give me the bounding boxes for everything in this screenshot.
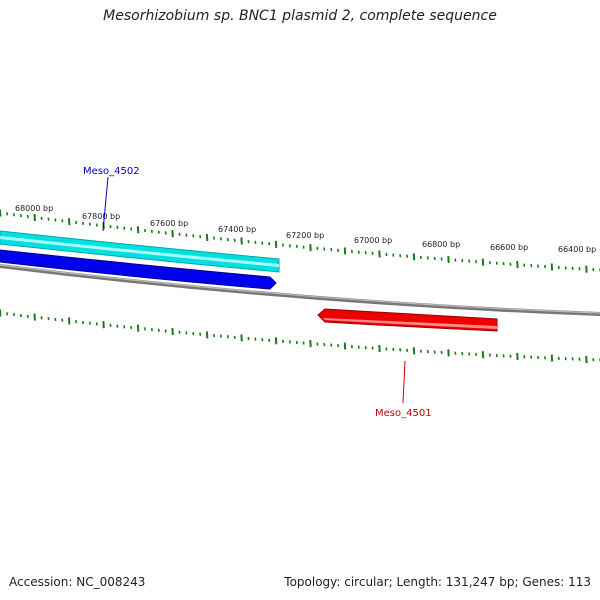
gene-meso-4501[interactable] (317, 308, 498, 332)
scale-label-66800: 66800 bp (422, 240, 460, 249)
scale-label-66400: 66400 bp (558, 245, 596, 254)
backbone-line (0, 264, 600, 316)
gene-meso-4501-highlight (323, 318, 497, 329)
accession-label: Accession: NC_008243 (9, 575, 146, 589)
inner-tick-track (0, 309, 600, 364)
gene-meso-4502-cyan-highlight (0, 236, 279, 267)
backbone-highlight (0, 264, 600, 314)
gene-meso-4502-arrow (0, 249, 277, 290)
scale-label-67600: 67600 bp (150, 219, 188, 228)
scale-label-67000: 67000 bp (354, 236, 392, 245)
scale-label-66600: 66600 bp (490, 243, 528, 252)
scale-label-67200: 67200 bp (286, 231, 324, 240)
scale-label-67800: 67800 bp (82, 212, 120, 221)
outer-tick-track (0, 209, 600, 273)
map-title: Mesorhizobium sp. BNC1 plasmid 2, comple… (103, 8, 497, 24)
gene-label-meso-4501[interactable]: Meso_4501 (375, 408, 432, 419)
scale-labels: 68000 bp 67800 bp 67600 bp 67400 bp 6720… (15, 204, 596, 254)
gene-label-meso-4502[interactable]: Meso_4502 (83, 166, 140, 177)
scale-label-68000: 68000 bp (15, 204, 53, 213)
label-leader-meso-4501 (402, 360, 406, 404)
topology-summary: Topology: circular; Length: 131,247 bp; … (284, 575, 591, 589)
scale-label-67400: 67400 bp (218, 225, 256, 234)
gene-meso-4502[interactable] (0, 230, 280, 290)
label-leader-meso-4502 (102, 176, 109, 232)
